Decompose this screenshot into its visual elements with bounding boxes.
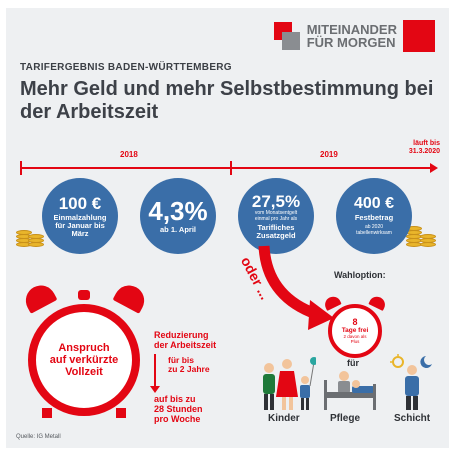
coin-stack-icon <box>16 212 46 252</box>
clock-bell <box>368 294 388 311</box>
circle-value: 27,5% <box>251 191 301 211</box>
timeline-end: läuft bis 31.3.2020 <box>409 140 440 156</box>
timeline-end-line1: läuft bis <box>413 140 440 147</box>
circle-value: 4,3% <box>148 196 208 226</box>
bonus-circle-275: 27,5% vom Monatsentgelt einmal pro Jahr … <box>238 178 314 254</box>
clock-foot <box>42 408 52 418</box>
logo-text: MITEINANDER FÜR MORGEN <box>307 23 397 49</box>
circle-caption: Einmalzahlung für Januar bis März <box>53 212 107 238</box>
label-pflege: Pflege <box>330 413 361 424</box>
reduction-title-line1: Reduzierung <box>154 330 209 340</box>
reduction-hours-line3: pro Woche <box>154 414 201 424</box>
ig-metall-logo-icon <box>403 20 435 52</box>
care-bed-icon <box>324 371 376 410</box>
raise-circle-43: 4,3% ab 1. April <box>140 178 216 254</box>
reduction-duration: für bis zu 2 Jahre <box>168 356 210 374</box>
headline: Mehr Geld und mehr Selbstbestimmung bei … <box>20 78 434 123</box>
timeline-line <box>20 167 432 169</box>
alarm-clock-icon: Anspruch auf verkürzte Vollzeit <box>20 278 152 418</box>
source-note: Quelle: IG Metall <box>16 434 61 440</box>
fixed-amount-circle-400: 400 € Festbetrag ab 2020 tabellenwirksam <box>336 178 412 254</box>
fuer-label: für <box>347 358 359 368</box>
timeline-arrow-icon <box>430 163 438 173</box>
timeline: 2018 2019 läuft bis 31.3.2020 <box>20 140 440 178</box>
timeline-tick <box>20 161 22 175</box>
clock-text-line3: Vollzeit <box>65 366 103 378</box>
clock-button <box>78 290 90 300</box>
timeline-year-2018: 2018 <box>120 150 138 159</box>
clock-foot <box>116 408 126 418</box>
logo-squares-icon <box>273 22 302 50</box>
circle-value: 400 € <box>353 195 395 212</box>
reduction-duration-line1: für bis <box>168 355 194 365</box>
reduction-hours-line2: 28 Stunden <box>154 404 203 414</box>
family-icon <box>263 357 316 410</box>
clock-text-line2: auf verkürzte <box>49 354 119 366</box>
down-arrow-icon <box>150 354 160 393</box>
free-days-label: Tage frei <box>341 327 369 334</box>
reduction-title-line2: der Arbeitszeit <box>154 340 217 350</box>
circle-note: ab 2020 tabellenwirksam <box>356 224 392 236</box>
reduction-duration-line2: zu 2 Jahre <box>168 364 210 374</box>
circle-caption: Festbetrag <box>354 213 394 222</box>
infographic: MITEINANDER FÜR MORGEN TARIFERGEBNIS BAD… <box>6 8 449 448</box>
curved-arrow-icon <box>258 245 334 330</box>
reduction-hours: auf bis zu 28 Stunden pro Woche <box>154 394 203 424</box>
coin-stack-icon <box>406 212 442 252</box>
wahloption-label: Wahloption: <box>334 270 386 280</box>
clock-face: Anspruch auf verkürzte Vollzeit <box>28 304 140 416</box>
clock-bell <box>112 280 150 314</box>
circle-caption: Tarifliches Zusatzgeld <box>256 222 296 240</box>
circle-caption: ab 1. April <box>160 225 196 234</box>
circle-note: vom Monatsentgelt einmal pro Jahr als <box>254 209 298 222</box>
clock-claim-text: Anspruch auf verkürzte Vollzeit <box>50 342 118 378</box>
logo-line-2: FÜR MORGEN <box>306 35 396 50</box>
circle-value: 100 € <box>58 193 102 213</box>
brand-logo: MITEINANDER FÜR MORGEN <box>273 20 435 52</box>
reduction-hours-line1: auf bis zu <box>154 394 196 404</box>
payment-circle-100: 100 € Einmalzahlung für Januar bis März <box>42 178 118 254</box>
shift-worker-icon <box>390 354 432 410</box>
free-days-note-line1: 2 davon als <box>343 334 367 339</box>
alarm-clock-icon: 8 Tage frei 2 davon als Plus <box>322 294 390 360</box>
label-schicht: Schicht <box>394 413 431 424</box>
label-kinder: Kinder <box>268 413 300 424</box>
timeline-end-line2: 31.3.2020 <box>408 148 440 155</box>
small-clock-face: 8 Tage frei 2 davon als Plus <box>328 304 382 358</box>
free-days-note-line2: Plus <box>350 339 360 344</box>
reduction-title: Reduzierung der Arbeitszeit <box>154 330 254 350</box>
free-days-number: 8 <box>352 317 358 327</box>
clock-bell <box>20 280 58 314</box>
timeline-tick <box>230 161 232 175</box>
logo-line-1: MITEINANDER <box>306 22 397 37</box>
kicker: TARIFERGEBNIS BADEN-WÜRTTEMBERG <box>20 62 232 73</box>
clock-text-line1: Anspruch <box>58 342 110 354</box>
reduction-block: Reduzierung der Arbeitszeit für bis zu 2… <box>150 330 254 424</box>
timeline-year-2019: 2019 <box>320 150 338 159</box>
